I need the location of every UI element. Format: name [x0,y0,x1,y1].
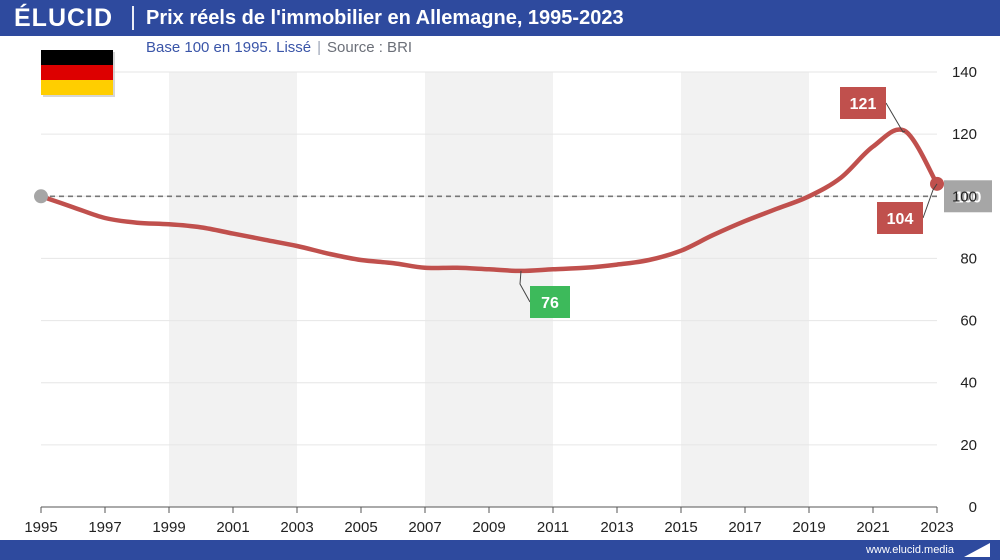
header-bar: ÉLUCID Prix réels de l'immobilier en All… [0,0,1000,36]
callout-leader-76 [519,270,531,303]
start-point [34,189,48,204]
grid-lines [41,71,937,446]
brand-logo: ÉLUCID [14,4,114,32]
y-tick-label-140: 140 [952,64,977,81]
x-tick-label-1997: 1997 [88,519,121,536]
logo-separator [132,6,134,30]
y-tick-label-120: 120 [952,126,977,143]
x-tick-label-2019: 2019 [792,519,825,536]
x-tick-label-1995: 1995 [24,519,57,536]
chart-subtitle: Base 100 en 1995. Lissé | Source : BRI [146,38,412,58]
reference-label: 100 [955,189,982,206]
flag-stripe-black [41,50,113,65]
x-tick-label-1999: 1999 [152,519,185,536]
y-tick-label-20: 20 [960,437,977,454]
y-tick-label-40: 40 [960,375,977,392]
band-0 [169,72,297,507]
x-tick-label-2007: 2007 [408,519,441,536]
callout-box-104 [877,202,923,234]
y-tick-label-100: 100 [952,188,977,205]
callout-label-121: 121 [850,96,877,113]
x-tick-label-2011: 2011 [537,519,569,536]
callouts: 121 76 104 [519,87,938,318]
x-tick-label-2015: 2015 [664,519,697,536]
callout-box-121 [840,87,886,119]
chart-title: Prix réels de l'immobilier en Allemagne,… [146,7,624,29]
callout-leader-104 [922,183,938,219]
subtitle-separator: | [317,39,322,56]
x-axis: 1995 1997 1999 2001 2003 2005 2007 2009 2011 2013… [24,506,954,536]
x-tick-label-2017: 2017 [728,519,761,536]
alternating-bands [169,72,809,507]
footer-url: www.elucid.media [865,544,954,556]
elucid-mark-icon [964,543,990,557]
callout-box-76 [530,286,570,318]
flag-stripe-gold [41,80,113,95]
source-text: Source : BRI [327,39,413,56]
x-tick-label-2003: 2003 [280,519,313,536]
reference-box [944,180,992,213]
callout-leader-121 [885,102,906,133]
reference-line-group: 100 [41,180,992,213]
subtitle-text: Base 100 en 1995. Lissé [146,39,312,56]
y-tick-label-80: 80 [960,250,977,267]
x-tick-label-2005: 2005 [344,519,377,536]
callout-label-76: 76 [541,295,559,312]
germany-flag-icon [41,50,115,97]
x-tick-label-2023: 2023 [920,519,953,536]
x-tick-label-2013: 2013 [600,519,633,536]
x-tick-label-2009: 2009 [472,519,505,536]
callout-label-104: 104 [887,211,914,228]
y-axis: 0 20 40 60 80 100 120 140 [952,64,977,516]
footer-bar: www.elucid.media [0,540,1000,560]
y-tick-label-60: 60 [960,313,977,330]
flag-stripe-red [41,65,113,80]
x-tick-label-2001: 2001 [216,519,249,536]
x-tick-label-2021: 2021 [856,519,889,536]
series-line [38,127,940,274]
band-2 [681,72,809,507]
y-tick-label-0: 0 [969,499,977,516]
